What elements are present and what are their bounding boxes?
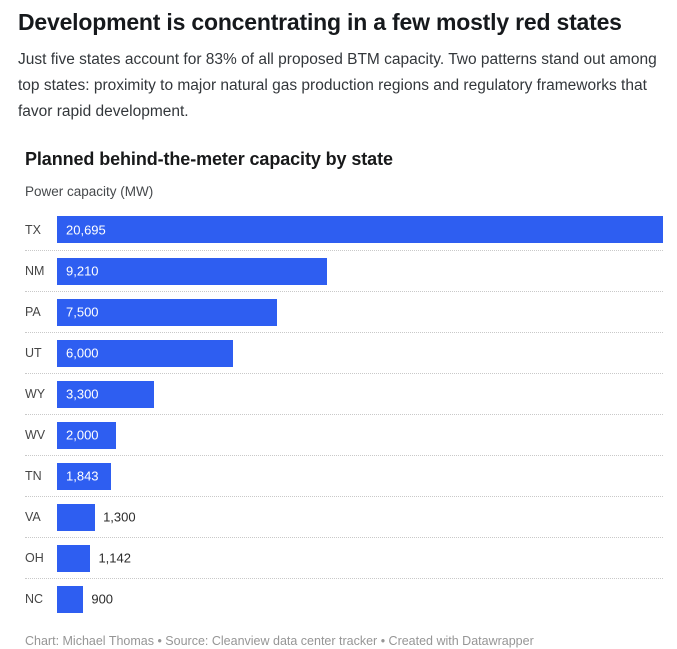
bar [57,462,111,490]
bar-value-label: 20,695 [66,222,106,238]
bar-value-label: 7,500 [66,304,99,320]
bar-value-label: 1,142 [98,550,131,566]
state-label: WV [25,428,46,443]
bar-track: 1,300 [57,503,663,531]
bar-track: 9,210 [57,257,663,285]
bar-row: OH 1,142 [25,537,663,578]
bar [57,585,84,613]
bar-chart-rows: TX 20,695 NM 9,210 PA 7,500 UT 6,000 WY 3,300 WV 2,… [25,209,663,619]
state-label: TX [25,222,41,237]
bar-value-label: 6,000 [66,345,99,361]
bar-track: 20,695 [57,216,663,244]
state-label: NC [25,592,44,607]
state-label: UT [25,346,42,361]
bar [57,421,116,449]
bar-row: WV 2,000 [25,414,663,455]
bar-track: 7,500 [57,298,663,326]
bar [57,380,154,408]
bar [57,544,91,572]
bar-row: WY 3,300 [25,373,663,414]
bar-row: NC 900 [25,578,663,619]
state-label: WY [25,387,46,402]
bar-row: UT 6,000 [25,332,663,373]
state-label: OH [25,551,44,566]
bar [57,298,277,326]
chart-title: Planned behind-the-meter capacity by sta… [25,149,393,170]
bar [57,503,96,531]
state-label: VA [25,510,41,525]
state-label: NM [25,264,45,279]
bar-chart: Planned behind-the-meter capacity by sta… [25,149,663,648]
article-description: Just five states account for 83% of all … [18,51,657,121]
bar-row: TN 1,843 [25,455,663,496]
chart-footer-byline: Chart: Michael Thomas • Source: Cleanvie… [25,634,534,649]
bar-row: PA 7,500 [25,291,663,332]
bar-value-label: 900 [91,591,114,607]
axis-unit-label: Power capacity (MW) [25,184,154,200]
article-title: Development is concentrating in a few mo… [18,9,622,35]
bar-track: 3,300 [57,380,663,408]
state-label: TN [25,469,42,484]
bar-value-label: 2,000 [66,427,99,443]
bar-value-label: 1,300 [103,509,136,525]
bar-value-label: 1,843 [66,468,99,484]
bar-track: 6,000 [57,339,663,367]
bar-track: 1,843 [57,462,663,490]
bar-row: NM 9,210 [25,250,663,291]
bar-track: 900 [57,585,663,613]
bar [57,216,663,244]
bar [57,339,233,367]
bar-track: 1,142 [57,544,663,572]
bar-value-label: 9,210 [66,263,99,279]
bar-row: TX 20,695 [25,209,663,250]
bar-row: VA 1,300 [25,496,663,537]
bar-track: 2,000 [57,421,663,449]
bar-value-label: 3,300 [66,386,99,402]
state-label: PA [25,305,41,320]
bar [57,257,327,285]
